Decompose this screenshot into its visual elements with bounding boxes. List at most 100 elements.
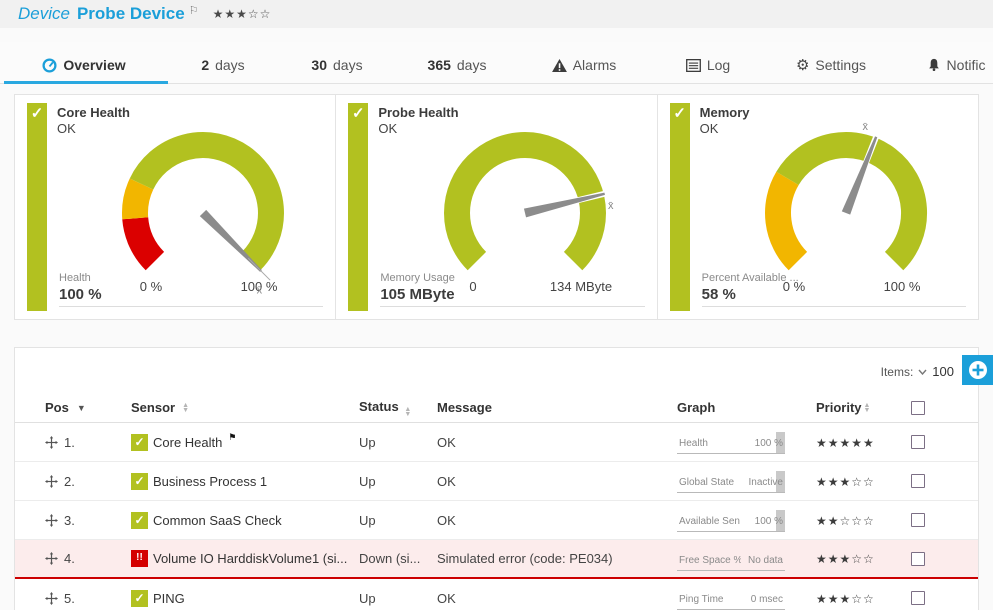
bell-icon	[928, 58, 939, 72]
items-label: Items:	[880, 364, 914, 379]
graph-value: Inactive	[748, 477, 783, 488]
tab-log[interactable]: Log	[650, 57, 766, 83]
tab-settings[interactable]: ⚙ Settings	[766, 57, 896, 83]
svg-text:100 %: 100 %	[241, 279, 278, 294]
page-header: Device Probe Device ⚐ ★★★☆☆	[0, 0, 993, 28]
row-checkbox[interactable]	[911, 591, 925, 605]
tab-number: 365	[427, 57, 451, 73]
graph-channel-label: Free Space %	[679, 554, 741, 566]
object-kind-label: Device	[18, 4, 70, 23]
tab-2-days[interactable]: 2 days	[168, 57, 278, 83]
gauge-icon	[42, 57, 57, 73]
graph-channel-label: Global State	[679, 477, 735, 488]
tab-notifications[interactable]: Notific	[896, 57, 993, 83]
channel-label: Percent Available ...	[701, 272, 799, 284]
sort-desc-icon: ▼	[76, 402, 86, 413]
select-all-checkbox[interactable]	[911, 400, 925, 415]
mini-graph[interactable]: Health 100 %	[677, 430, 785, 454]
graph-value: 0 msec	[750, 594, 783, 605]
priority-stars[interactable]: ★★☆☆☆	[816, 513, 875, 528]
tab-365-days[interactable]: 365 days	[396, 57, 518, 83]
message-text: OK	[437, 473, 456, 489]
column-pos[interactable]: Pos ▼	[45, 400, 131, 415]
gauge-probe-health[interactable]: ✓ Probe Health OK 0 134 MByte x̄ Memory Us…	[336, 95, 658, 319]
column-graph[interactable]: Graph	[677, 400, 816, 415]
sensor-table-card: Items: 100 Pos ▼ Sensor ▲ ▼ Status ▲ ▼ Mes…	[14, 347, 979, 610]
table-row[interactable]: 5. ✓ PING ⚑ Up OK Ping Time 0 msec ★★★☆☆	[15, 579, 978, 610]
gauge-title[interactable]: Memory	[699, 105, 750, 120]
plus-icon	[968, 361, 987, 379]
column-label: Sensor	[131, 400, 176, 415]
table-row[interactable]: 2. ✓ Business Process 1 ⚑ Up OK Global S…	[15, 462, 978, 501]
column-sensor[interactable]: Sensor ▲ ▼	[131, 400, 359, 415]
move-icon[interactable]	[45, 513, 58, 527]
priority-stars[interactable]: ★★★☆☆	[816, 474, 875, 489]
move-icon[interactable]	[45, 552, 58, 565]
sensor-name[interactable]: Core Health	[153, 434, 223, 450]
channel-label: Memory Usage	[380, 272, 455, 284]
check-icon: ✓	[673, 105, 686, 122]
priority-rating-stars[interactable]: ★★★☆☆	[212, 7, 272, 21]
gauge-title[interactable]: Probe Health	[378, 105, 459, 120]
row-checkbox[interactable]	[911, 474, 925, 488]
flag-outline-icon[interactable]: ⚐	[188, 4, 199, 17]
column-label: Message	[437, 400, 492, 415]
column-label: Priority	[816, 400, 862, 415]
row-checkbox[interactable]	[911, 513, 925, 527]
gauge-dial: 0 % 100 %x̄	[765, 121, 928, 294]
sensor-name[interactable]: Business Process 1	[153, 473, 268, 489]
gauge-channel: Memory Usage 105 MByte	[380, 272, 455, 303]
message-text: OK	[437, 590, 456, 606]
graph-bar	[776, 432, 785, 453]
status-ok-bar: ✓	[669, 103, 690, 311]
column-select-all[interactable]	[898, 400, 938, 415]
move-icon[interactable]	[45, 474, 58, 488]
tab-alarms[interactable]: Alarms	[518, 57, 650, 83]
svg-text:x̄: x̄	[862, 121, 868, 133]
gauge-status: OK	[378, 121, 398, 136]
row-checkbox[interactable]	[911, 551, 925, 566]
mini-graph[interactable]: Available Sen 100 %	[677, 508, 785, 532]
items-per-page-control[interactable]: Items: 100	[15, 356, 978, 393]
graph-value: 100 %	[754, 516, 783, 527]
items-value: 100	[932, 364, 954, 379]
gauge-memory[interactable]: ✓ Memory OK 0 % 100 % x̄ Percent Available…	[658, 95, 978, 319]
log-icon	[685, 58, 701, 72]
gauge-core-health[interactable]: ✓ Core Health OK 0 % 100 % x̄ Health 100 %	[15, 95, 337, 319]
table-row[interactable]: 1. ✓ Core Health ⚑ Up OK Health 100 % ★★…	[15, 423, 978, 462]
chevron-down-icon	[918, 369, 927, 375]
move-icon[interactable]	[45, 591, 58, 605]
row-checkbox[interactable]	[911, 435, 925, 449]
tab-number: 30	[311, 57, 327, 73]
sensor-name[interactable]: Common SaaS Check	[153, 512, 282, 528]
table-row[interactable]: 3. ✓ Common SaaS Check ⚑ Up OK Available…	[15, 501, 978, 540]
add-button[interactable]	[962, 355, 993, 385]
column-status[interactable]: Status ▲ ▼	[359, 399, 437, 418]
status-ok-bar: ✓	[348, 103, 369, 311]
sensor-status-icon: !!	[131, 550, 148, 567]
priority-stars[interactable]: ★★★☆☆	[816, 552, 875, 566]
position-number: 1.	[64, 434, 75, 450]
mini-graph[interactable]: Global State Inactive	[677, 469, 785, 493]
move-icon[interactable]	[45, 435, 58, 449]
mini-graph[interactable]: Free Space % No data	[677, 547, 785, 571]
priority-stars[interactable]: ★★★☆☆	[816, 591, 875, 606]
sensor-status-icon: ✓	[131, 472, 148, 490]
gauge-baseline	[701, 306, 966, 307]
active-tab-underline	[4, 81, 168, 84]
page-title[interactable]: Probe Device	[76, 4, 185, 23]
column-priority[interactable]: Priority ▲ ▼	[816, 400, 898, 415]
column-label: Graph	[677, 400, 716, 415]
table-row[interactable]: 4. !! Volume IO HarddiskVolume1 (si... ⚑…	[15, 540, 978, 579]
sensor-name[interactable]: PING	[153, 590, 185, 606]
sort-icon: ▲ ▼	[404, 405, 412, 418]
column-message[interactable]: Message	[437, 400, 677, 415]
gauge-title[interactable]: Core Health	[57, 105, 130, 120]
gauge-dial: 0 % 100 %x̄	[122, 132, 285, 297]
gauge-status: OK	[699, 121, 719, 136]
priority-stars[interactable]: ★★★★★	[816, 435, 875, 450]
tab-30-days[interactable]: 30 days	[278, 57, 396, 83]
sensor-name[interactable]: Volume IO HarddiskVolume1 (si...	[153, 551, 348, 566]
mini-graph[interactable]: Ping Time 0 msec	[677, 586, 785, 610]
tab-overview[interactable]: Overview	[0, 57, 168, 83]
